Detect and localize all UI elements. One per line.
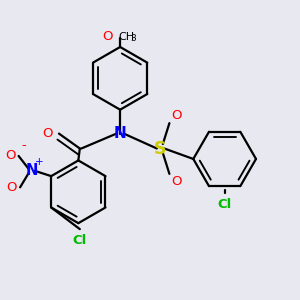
Text: S: S [154,140,167,158]
Text: 3: 3 [130,34,136,43]
Text: O: O [171,176,181,188]
Text: N: N [114,126,127,141]
Text: -: - [22,139,26,152]
Text: O: O [171,109,181,122]
Text: O: O [7,181,17,194]
Text: N: N [26,164,38,178]
Text: O: O [5,149,16,163]
Text: O: O [102,30,113,43]
Text: CH: CH [118,32,135,41]
Text: Cl: Cl [218,198,232,211]
Text: +: + [35,157,44,167]
Text: O: O [43,127,53,140]
Text: Cl: Cl [73,234,87,247]
